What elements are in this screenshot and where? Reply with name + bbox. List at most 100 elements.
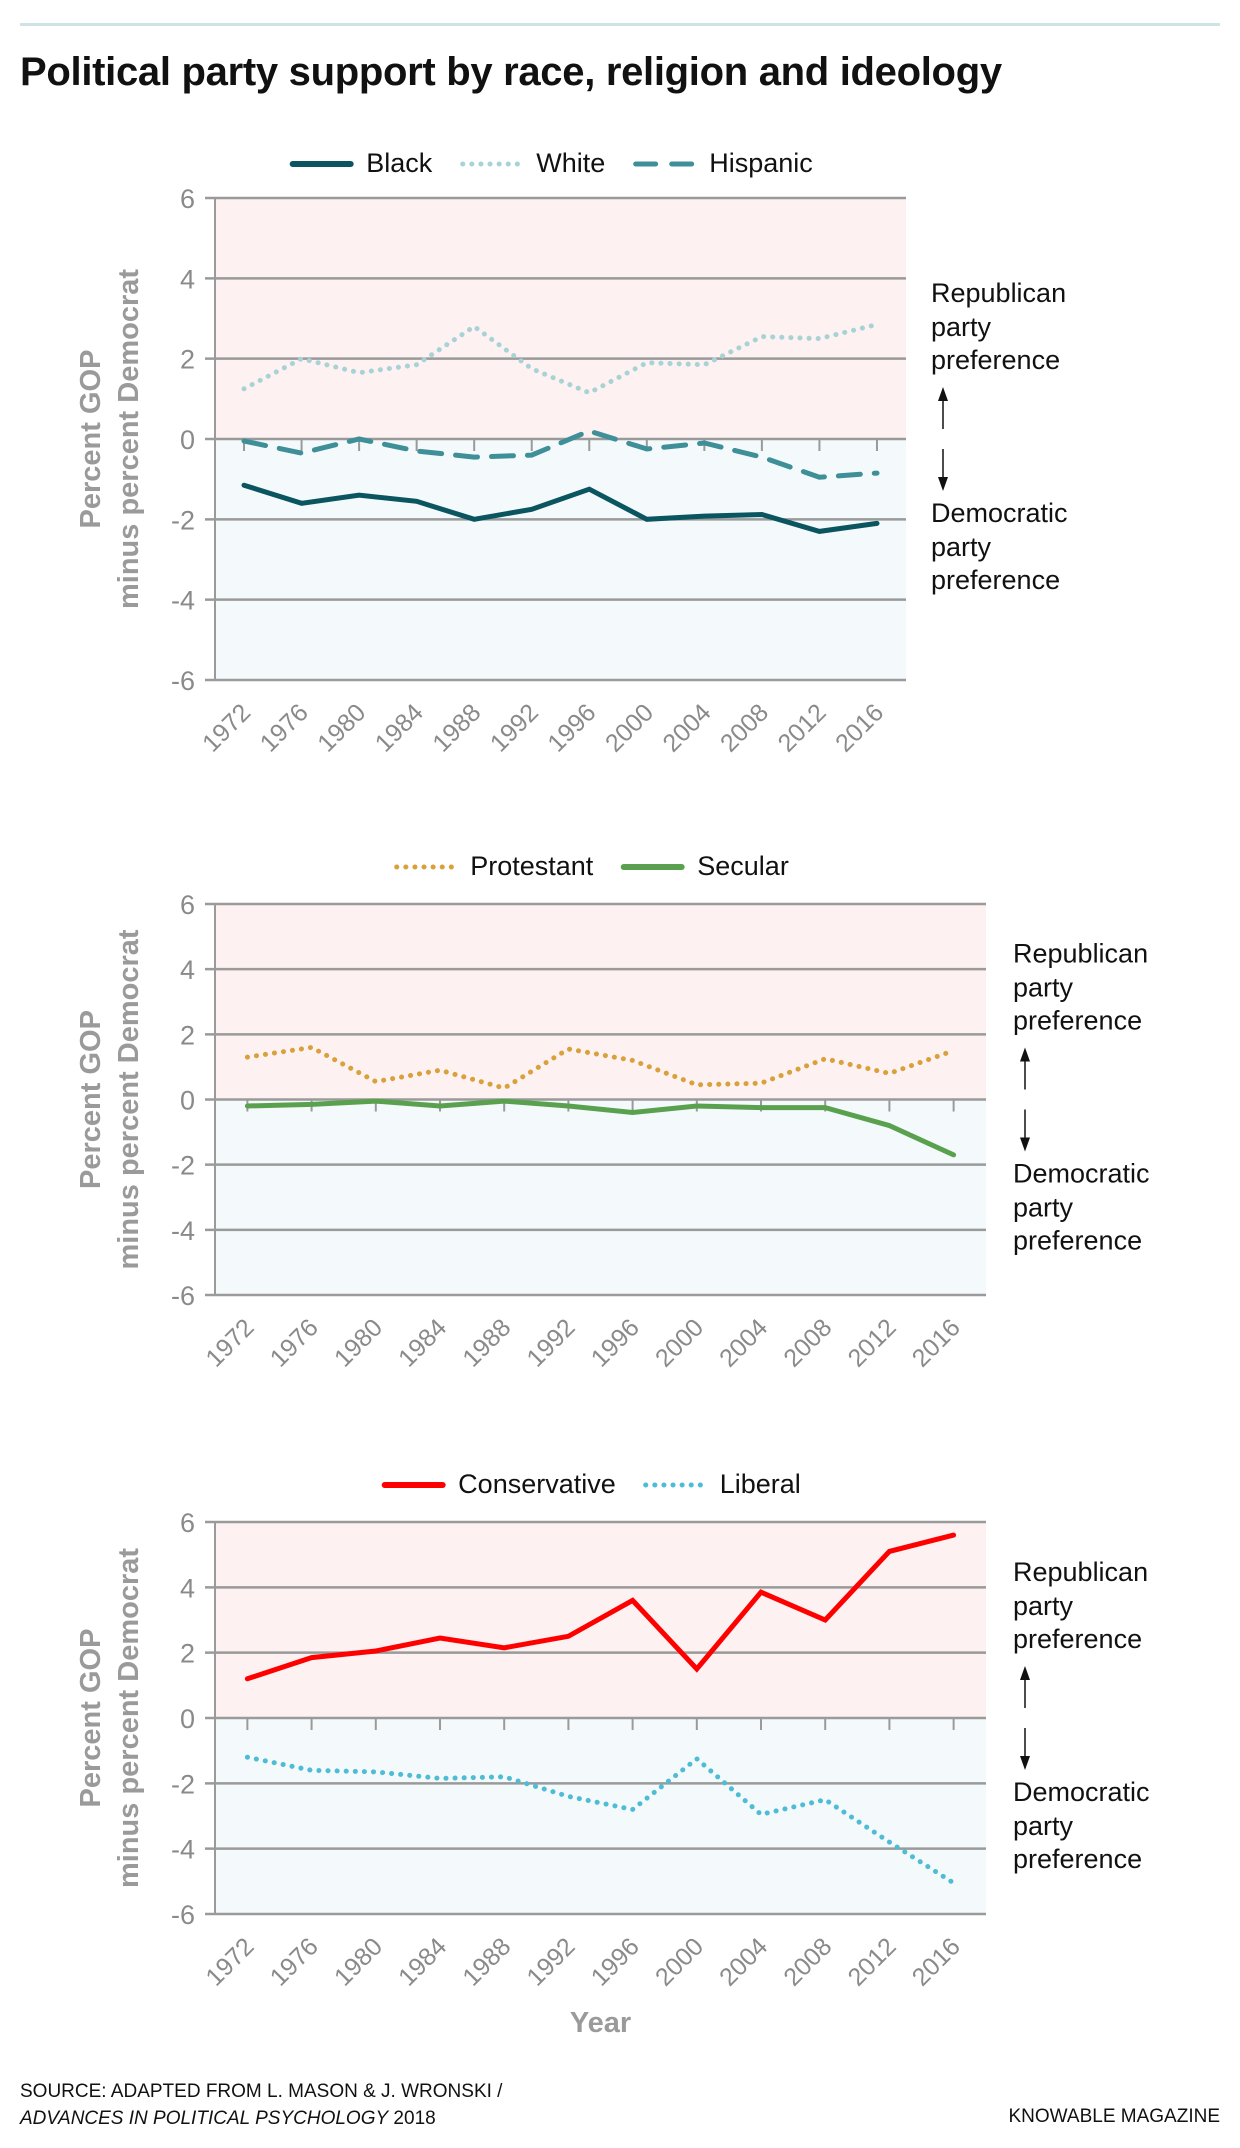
x-tick-label: 1984	[393, 1313, 452, 1372]
x-tick-label: 1996	[542, 698, 601, 757]
arrow-down-icon	[1020, 1756, 1030, 1770]
top-rule	[20, 23, 1220, 26]
x-tick-label: 1992	[522, 1932, 581, 1991]
legend-label: Protestant	[470, 851, 594, 881]
republican-annotation: Republican	[931, 278, 1066, 308]
x-tick-label: 2000	[650, 1932, 709, 1991]
x-tick-label: 1980	[329, 1932, 388, 1991]
legend-chart-2: Protestant Secular	[392, 851, 789, 882]
legend-item: Conservative	[380, 1469, 616, 1500]
democratic-annotation: preference	[931, 565, 1060, 595]
democratic-annotation: party	[931, 532, 992, 562]
x-tick-label: 1972	[200, 1313, 259, 1372]
republican-annotation: Republican	[1013, 939, 1148, 969]
democratic-annotation: party	[1013, 1193, 1074, 1223]
legend-label: Black	[366, 148, 433, 178]
y-tick-label: 0	[180, 425, 195, 455]
x-tick-label: 1972	[197, 698, 256, 757]
x-tick-label: 2008	[778, 1932, 837, 1991]
republican-region	[215, 904, 986, 1100]
legend-label: White	[536, 148, 606, 178]
x-tick-label: 1988	[427, 698, 486, 757]
arrow-up-icon	[1020, 1666, 1030, 1680]
legend-swatch	[632, 161, 696, 166]
x-tick-label: 2012	[773, 698, 832, 757]
x-tick-label: 2012	[843, 1313, 902, 1372]
x-tick-label: 1988	[457, 1313, 516, 1372]
y-tick-label: 4	[180, 955, 195, 985]
y-tick-label: -4	[171, 1835, 195, 1865]
democratic-region	[215, 439, 906, 680]
x-tick-label: 1976	[265, 1932, 324, 1991]
y-tick-label: 6	[180, 184, 195, 214]
y-tick-label: 2	[180, 345, 195, 375]
y-axis-title: Percent GOP	[75, 1010, 107, 1189]
brand-credit: KNOWABLE MAGAZINE	[1008, 2106, 1221, 2127]
y-tick-label: 0	[180, 1086, 195, 1116]
x-tick-label: 2000	[600, 698, 659, 757]
arrow-up-icon	[938, 387, 948, 401]
republican-annotation: party	[1013, 1591, 1074, 1621]
series-line-conservative	[244, 1532, 957, 1682]
y-tick-label: -6	[171, 666, 195, 696]
democratic-region	[215, 1718, 986, 1914]
legend-swatch	[393, 864, 457, 869]
republican-annotation: party	[1013, 973, 1074, 1003]
x-tick-label: 1988	[457, 1932, 516, 1991]
x-tick-label: 2000	[650, 1313, 709, 1372]
y-tick-label: -2	[171, 1769, 195, 1799]
legend-label: Secular	[697, 851, 789, 881]
legend-item: White	[458, 148, 605, 179]
chart-1: 6420-2-4-6197219761980198419881992199620…	[75, 184, 1068, 758]
republican-annotation: Republican	[1013, 1557, 1148, 1587]
y-axis-title: minus percent Democrat	[113, 1548, 145, 1888]
series-line-white	[241, 322, 880, 396]
y-tick-label: 4	[180, 264, 195, 294]
legend-item: Liberal	[642, 1469, 801, 1500]
democratic-annotation: Democratic	[1013, 1159, 1150, 1189]
y-tick-label: -2	[171, 505, 195, 535]
legend-label: Liberal	[719, 1469, 801, 1499]
x-tick-label: 2008	[778, 1313, 837, 1372]
source-line2: ADVANCES IN POLITICAL PSYCHOLOGY 2018	[20, 2105, 502, 2132]
legend-swatch	[381, 1481, 446, 1488]
x-tick-label: 2016	[830, 698, 889, 757]
series-line-black	[241, 482, 880, 534]
legend-swatch	[643, 1482, 707, 1487]
x-tick-label: 1980	[329, 1313, 388, 1372]
series-line-secular	[244, 1098, 957, 1158]
y-tick-label: 2	[180, 1020, 195, 1050]
legend-swatch	[620, 863, 685, 870]
y-axis-title: Percent GOP	[75, 1629, 107, 1808]
republican-annotation: preference	[931, 345, 1060, 375]
legend-item: Secular	[619, 851, 789, 882]
series-line-hispanic	[241, 428, 880, 480]
republican-region	[215, 198, 906, 439]
y-tick-label: -4	[171, 586, 195, 616]
y-tick-label: -6	[171, 1281, 195, 1311]
legend-item: Hispanic	[631, 148, 813, 179]
democratic-annotation: preference	[1013, 1226, 1142, 1256]
y-tick-label: -2	[171, 1151, 195, 1181]
source-year: 2018	[388, 2108, 436, 2129]
x-tick-label: 1984	[370, 698, 429, 757]
y-tick-label: 0	[180, 1704, 195, 1734]
x-tick-label: 1996	[586, 1313, 645, 1372]
y-tick-label: 6	[180, 890, 195, 920]
y-axis-title: minus percent Democrat	[113, 929, 145, 1269]
series-line-protestant	[244, 1044, 957, 1091]
x-tick-label: 1992	[485, 698, 544, 757]
arrow-down-icon	[1020, 1137, 1030, 1152]
republican-annotation: party	[931, 312, 992, 342]
x-tick-label: 2008	[715, 698, 774, 757]
arrow-down-icon	[938, 477, 948, 491]
arrow-up-icon	[1020, 1047, 1030, 1062]
x-tick-label: 1980	[312, 698, 371, 757]
x-tick-label: 1984	[393, 1932, 452, 1991]
democratic-annotation: party	[1013, 1811, 1074, 1841]
x-tick-label: 1976	[255, 698, 314, 757]
legend-item: Black	[288, 148, 432, 179]
legend-label: Conservative	[458, 1469, 616, 1499]
legend-swatch	[459, 161, 523, 166]
